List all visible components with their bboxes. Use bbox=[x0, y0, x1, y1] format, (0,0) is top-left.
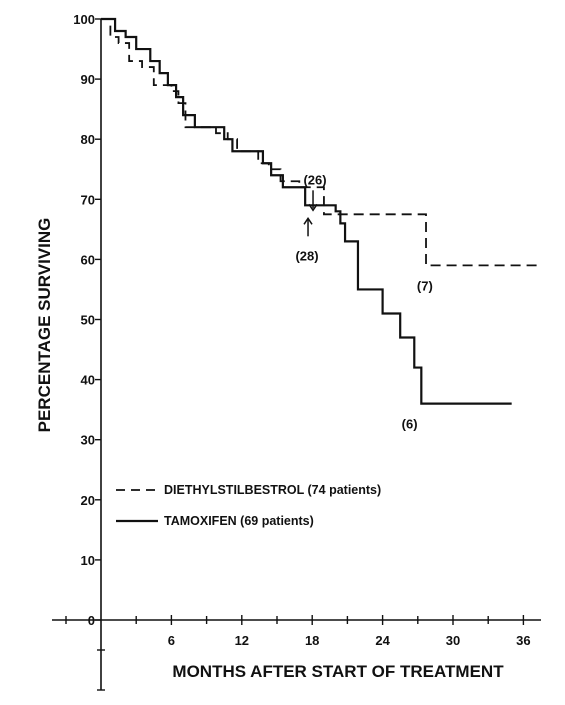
y-tick-label: 20 bbox=[81, 493, 95, 508]
series-line-diethylstilbestrol bbox=[101, 18, 541, 267]
axes bbox=[52, 19, 541, 690]
annotation-label: (28) bbox=[295, 248, 318, 263]
series-layer bbox=[101, 17, 541, 405]
y-tick-label: 40 bbox=[81, 373, 95, 388]
annotation-arrowhead bbox=[308, 203, 318, 212]
y-tick-label: 90 bbox=[81, 72, 95, 87]
y-tick-label: 30 bbox=[81, 433, 95, 448]
x-tick-label: 6 bbox=[168, 633, 175, 648]
annotation-arrowhead bbox=[303, 216, 313, 225]
annotations: (26) (28) (7) (6) bbox=[295, 172, 432, 431]
y-tick-label: 70 bbox=[81, 192, 95, 207]
y-tick-label: 80 bbox=[81, 132, 95, 147]
x-tick-label: 36 bbox=[516, 633, 530, 648]
y-tick-label: 0 bbox=[88, 613, 95, 628]
annotation-label: (6) bbox=[402, 417, 418, 432]
y-tick-label: 60 bbox=[81, 252, 95, 267]
x-axis-label: MONTHS AFTER START OF TREATMENT bbox=[172, 662, 504, 681]
annotation-label: (26) bbox=[303, 172, 326, 187]
ticks: 0 10 20 30 40 50 60 70 80 90 100 6 12 18 24 30 36 bbox=[65, 12, 531, 691]
y-tick-label: 10 bbox=[81, 553, 95, 568]
series-line-tamoxifen bbox=[101, 17, 512, 405]
x-tick-label: 24 bbox=[375, 633, 390, 648]
x-tick-label: 18 bbox=[305, 633, 319, 648]
x-tick-label: 12 bbox=[235, 633, 249, 648]
annotation-label: (7) bbox=[417, 278, 433, 293]
x-tick-label: 30 bbox=[446, 633, 460, 648]
legend: DIETHYLSTILBESTROL (74 patients) TAMOXIF… bbox=[116, 483, 381, 528]
legend-label-diethylstilbestrol: DIETHYLSTILBESTROL (74 patients) bbox=[164, 483, 381, 497]
y-tick-label: 50 bbox=[81, 313, 95, 328]
y-axis-label: PERCENTAGE SURVIVING bbox=[35, 218, 54, 433]
y-tick-label: 100 bbox=[73, 12, 95, 27]
legend-label-tamoxifen: TAMOXIFEN (69 patients) bbox=[164, 514, 314, 528]
